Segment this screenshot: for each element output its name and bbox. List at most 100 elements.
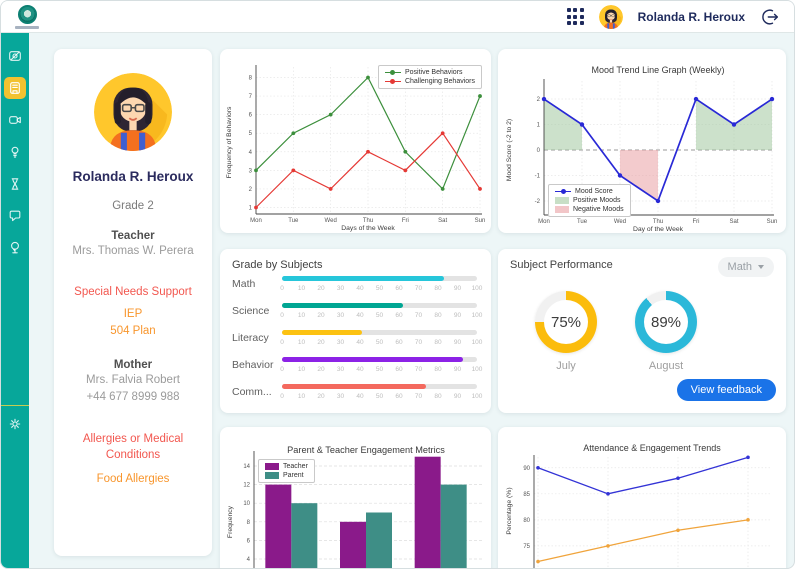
chart-circle	[291, 131, 296, 136]
mood-score-swatch	[555, 188, 571, 194]
chart-text: 14	[243, 464, 250, 470]
grade-scale-tick: 70	[414, 339, 423, 346]
chart-text: Wed	[325, 218, 337, 224]
grade-scale-tick: 30	[336, 285, 345, 292]
grade-scale-tick: 40	[356, 312, 364, 319]
chart-circle	[440, 131, 445, 136]
chart-text: Days of the Week	[341, 225, 395, 232]
grade-scale-tick: 100	[471, 285, 483, 292]
legend-label: Positive Moods	[573, 197, 621, 204]
engagement-metrics-chart: 4 6 8 10 12 14 Parent & Teacher Engagement Met…	[227, 445, 484, 568]
challenging-behaviors-swatch	[384, 78, 401, 84]
chart-text: Frequency of Behaviors	[226, 106, 233, 178]
grade-subject-label: Math	[232, 278, 256, 290]
chart-text: Frequency	[227, 505, 234, 538]
chart-circle	[478, 94, 482, 98]
chart-circle	[254, 205, 258, 210]
grade-scale-tick: 10	[297, 366, 306, 373]
teacher-name: Mrs. Thomas W. Perera	[72, 245, 194, 257]
view-feedback-button[interactable]: View feedback	[676, 379, 776, 401]
sidebar-item-media[interactable]	[4, 45, 26, 67]
grade-subject-label: Behavior	[232, 359, 274, 371]
grade-scale-tick: 10	[297, 339, 306, 346]
performance-title: Subject Performance	[510, 259, 613, 271]
user-name: Rolanda R. Heroux	[637, 9, 745, 24]
sidebar-item-messages[interactable]	[4, 205, 26, 227]
special-needs-values: IEP 504 Plan	[64, 306, 202, 342]
chart-polyline	[537, 456, 749, 495]
attendance-trends-card: 75 80 85 90 Percentage (%) Attendance & Engag…	[498, 427, 786, 568]
chart-text: 6	[247, 538, 251, 544]
sidebar-item-ideas[interactable]	[4, 141, 26, 163]
allergies-label: Allergies or Medical Conditions	[82, 433, 184, 462]
chart-text: Attendance & Engagement Trends	[583, 443, 721, 453]
chart-circle	[478, 187, 482, 191]
grade-bar-area: 0 10 20 30 40 50 60 70 80 90 100	[280, 327, 482, 354]
chart-circle	[403, 168, 408, 173]
avatar-girl-icon	[94, 73, 172, 151]
sidebar-divider	[1, 405, 29, 406]
chart-circle	[254, 168, 258, 173]
grade-scale-tick: 0	[280, 339, 284, 346]
sidebar-item-settings[interactable]	[4, 413, 26, 435]
grade-scale-tick: 60	[395, 393, 403, 400]
chart-polygon	[544, 99, 582, 150]
media-icon	[9, 51, 21, 61]
legend-label: Positive Behaviors	[404, 69, 463, 76]
apps-grid-icon[interactable]	[566, 8, 584, 25]
grade-scale-tick: 80	[434, 285, 442, 292]
student-name: Rolanda R. Heroux	[72, 169, 194, 184]
mother-name: Mrs. Falvia Robert	[86, 374, 180, 387]
grade-bar-fill	[282, 330, 362, 335]
behavior-chart-legend: Positive Behaviors Challenging Behaviors	[377, 65, 482, 89]
chart-circle	[366, 75, 370, 80]
grade-bar-track	[282, 303, 477, 308]
dropdown-value: Math	[727, 261, 752, 273]
chart-text: 1	[537, 123, 541, 129]
user-avatar[interactable]	[598, 4, 623, 29]
lightbulb-icon	[11, 146, 19, 158]
chart-circle	[655, 198, 661, 204]
grade-scale-tick: 50	[375, 312, 384, 319]
sidebar-item-video[interactable]	[4, 109, 26, 131]
grade-scale-tick: 30	[336, 366, 345, 373]
donut-month-label: July	[556, 360, 576, 372]
grade-rows: Math 0 10 20 30 40 50 60 70 80 90 100 Science 0 10 20 30…	[220, 273, 491, 408]
chart-circle	[328, 112, 333, 117]
grade-scale-tick: 0	[280, 366, 284, 373]
grade-row: Literacy 0 10 20 30 40 50 60 70 80 90 100	[220, 327, 491, 354]
logout-button[interactable]	[760, 7, 780, 27]
parent-bar	[440, 484, 467, 568]
chart-circle	[328, 187, 333, 191]
grade-scale-tick: 70	[414, 285, 423, 292]
chart-circle	[541, 96, 547, 102]
legend-item: Positive Moods	[555, 197, 624, 204]
donut-value: 75%	[550, 313, 582, 331]
chart-text: Mon	[250, 218, 262, 224]
grade-scale-tick: 80	[434, 312, 442, 319]
subject-dropdown[interactable]: Math	[717, 257, 774, 277]
grade-scale-tick: 0	[280, 393, 284, 400]
subject-performance-card: Subject Performance Math 75% July 89% Au…	[498, 249, 786, 413]
legend-label: Negative Moods	[573, 206, 624, 213]
chart-circle	[731, 122, 737, 127]
sidebar-item-journal[interactable]	[4, 77, 26, 99]
tree-icon	[11, 241, 19, 254]
legend-item: Negative Moods	[555, 206, 624, 213]
sidebar-item-history[interactable]	[4, 173, 26, 195]
grade-by-subjects-card: Grade by Subjects Math 0 10 20 30 40 50 60 70 80 9…	[220, 249, 491, 413]
grade-scale-tick: 90	[453, 393, 462, 400]
grade-scale-tick: 40	[356, 285, 364, 292]
grade-bar-area: 0 10 20 30 40 50 60 70 80 90 100	[280, 354, 482, 381]
positive-moods-swatch	[555, 197, 569, 204]
grade-scale-tick: 100	[471, 312, 483, 319]
grade-scale-tick: 50	[375, 285, 384, 292]
grade-scale: 0 10 20 30 40 50 60 70 80 90 100	[280, 366, 482, 375]
app-logo[interactable]	[15, 4, 39, 29]
grade-bar-track	[282, 357, 477, 362]
grade-bar-area: 0 10 20 30 40 50 60 70 80 90 100	[280, 300, 482, 327]
grade-scale-tick: 100	[471, 393, 483, 400]
grade-bar-track	[282, 384, 477, 389]
sidebar-item-growth[interactable]	[4, 237, 26, 259]
chart-text: 8	[247, 520, 251, 526]
